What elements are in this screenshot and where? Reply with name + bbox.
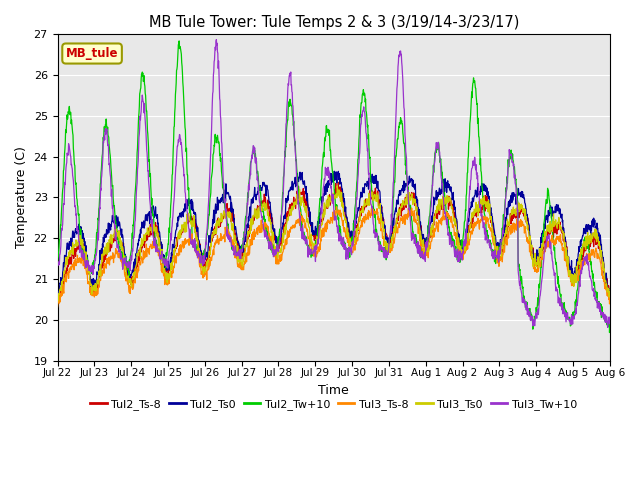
Tul2_Ts0	[54, 292, 62, 298]
Tul2_Ts0	[97, 256, 104, 262]
Tul3_Tw+10	[119, 266, 127, 272]
Tul2_Tw+10	[605, 330, 613, 336]
Tul3_Tw+10	[300, 236, 307, 242]
Tul3_Tw+10	[604, 324, 611, 330]
Tul3_Ts0	[54, 297, 61, 303]
Line: Tul2_Ts0: Tul2_Ts0	[58, 171, 610, 295]
Tul3_Ts-8	[288, 226, 296, 232]
Tul3_Ts-8	[54, 304, 61, 310]
Tul2_Ts-8	[300, 200, 307, 205]
Tul3_Ts0	[606, 294, 614, 300]
Tul2_Ts-8	[54, 294, 61, 300]
Tul3_Ts0	[369, 189, 376, 195]
Tul2_Ts0	[369, 174, 376, 180]
Tul3_Ts0	[119, 247, 127, 253]
Line: Tul3_Ts-8: Tul3_Ts-8	[58, 207, 610, 307]
Tul2_Ts0	[330, 168, 338, 174]
Tul2_Ts-8	[119, 248, 127, 254]
Tul3_Ts-8	[606, 299, 614, 304]
Tul2_Ts0	[54, 288, 61, 294]
Tul2_Tw+10	[97, 181, 104, 187]
Tul3_Ts0	[300, 202, 307, 208]
Tul2_Ts0	[310, 231, 317, 237]
Tul2_Tw+10	[119, 257, 127, 263]
Tul2_Ts0	[119, 237, 127, 243]
Tul2_Tw+10	[289, 111, 296, 117]
Tul2_Ts0	[289, 179, 296, 184]
Tul2_Tw+10	[54, 260, 61, 265]
Tul2_Tw+10	[606, 322, 614, 327]
Tul3_Tw+10	[54, 259, 61, 265]
Tul3_Tw+10	[97, 196, 104, 202]
Tul3_Ts0	[289, 203, 296, 209]
Tul3_Ts-8	[369, 210, 376, 216]
Tul2_Ts-8	[289, 202, 296, 208]
Tul3_Ts-8	[309, 248, 317, 254]
Tul2_Tw+10	[175, 38, 183, 44]
Tul3_Tw+10	[369, 204, 376, 209]
Tul3_Tw+10	[606, 316, 614, 322]
Line: Tul2_Tw+10: Tul2_Tw+10	[58, 41, 610, 333]
Tul2_Tw+10	[369, 192, 376, 197]
Tul2_Tw+10	[310, 251, 317, 256]
Tul3_Ts0	[310, 245, 317, 251]
Text: MB_tule: MB_tule	[66, 47, 118, 60]
Tul2_Ts-8	[369, 194, 376, 200]
Tul2_Ts0	[300, 179, 307, 185]
Tul2_Ts-8	[606, 289, 614, 295]
Tul2_Tw+10	[300, 229, 307, 235]
Y-axis label: Temperature (C): Temperature (C)	[15, 146, 28, 248]
Tul3_Tw+10	[310, 248, 317, 253]
Tul2_Ts0	[606, 288, 614, 293]
Tul2_Ts-8	[335, 180, 342, 185]
Tul3_Ts-8	[119, 262, 127, 268]
Tul2_Ts-8	[310, 233, 317, 239]
Line: Tul2_Ts-8: Tul2_Ts-8	[58, 182, 610, 299]
Tul2_Ts-8	[54, 296, 61, 301]
Tul3_Ts0	[97, 273, 104, 279]
X-axis label: Time: Time	[318, 384, 349, 397]
Tul2_Ts-8	[97, 272, 104, 278]
Tul3_Ts-8	[300, 216, 307, 222]
Line: Tul3_Ts0: Tul3_Ts0	[58, 186, 610, 301]
Tul3_Ts0	[333, 183, 341, 189]
Tul3_Tw+10	[212, 37, 220, 43]
Legend: Tul2_Ts-8, Tul2_Ts0, Tul2_Tw+10, Tul3_Ts-8, Tul3_Ts0, Tul3_Tw+10: Tul2_Ts-8, Tul2_Ts0, Tul2_Tw+10, Tul3_Ts…	[86, 394, 582, 414]
Tul3_Ts-8	[333, 204, 340, 210]
Tul3_Ts-8	[97, 277, 104, 283]
Line: Tul3_Tw+10: Tul3_Tw+10	[58, 40, 610, 327]
Tul3_Tw+10	[289, 90, 296, 96]
Title: MB Tule Tower: Tule Temps 2 & 3 (3/19/14-3/23/17): MB Tule Tower: Tule Temps 2 & 3 (3/19/14…	[148, 15, 519, 30]
Tul3_Ts0	[54, 298, 62, 304]
